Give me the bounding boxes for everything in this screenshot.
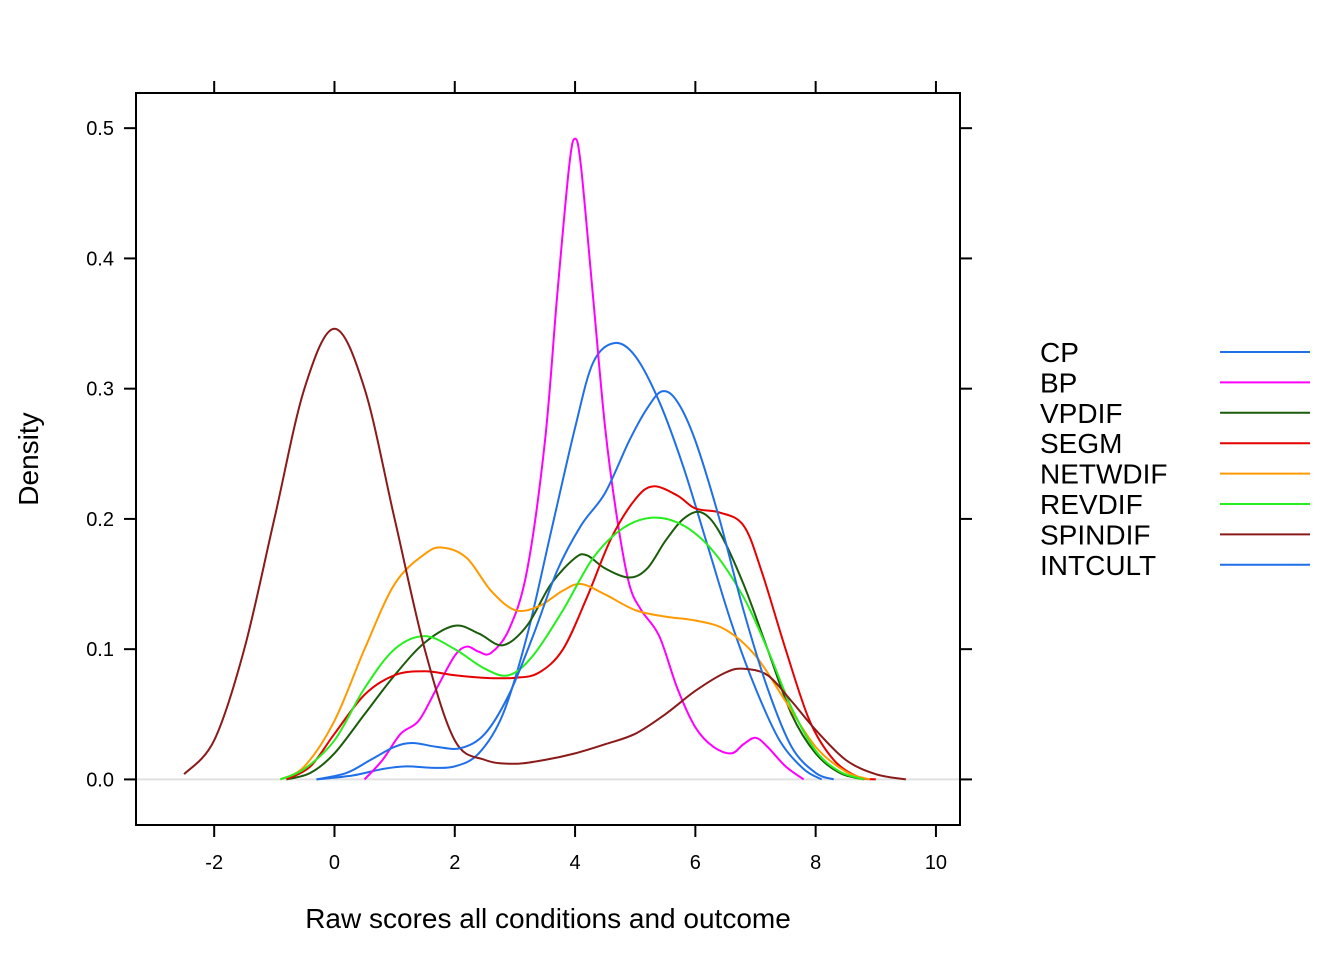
x-tick-label: -2 (205, 852, 223, 874)
series-line-bp (363, 137, 805, 781)
y-tick-label: 0.3 (86, 379, 114, 401)
legend-label: REVDIF (1040, 489, 1143, 520)
series-line-revdif (279, 516, 865, 781)
legend-item-vpdif: VPDIF (1040, 398, 1310, 429)
legend-label: CP (1040, 337, 1079, 368)
series-line-netwdif (279, 546, 871, 781)
series-line-vpdif (286, 510, 865, 781)
x-tick-label: 4 (570, 852, 581, 874)
series-line-spindif (183, 327, 907, 781)
legend-label: INTCULT (1040, 550, 1156, 581)
y-tick-label: 0.5 (86, 118, 114, 140)
x-axis-ticks: -2 0 2 4 6 8 10 (205, 81, 947, 874)
legend-item-revdif: REVDIF (1040, 489, 1310, 520)
legend-label: VPDIF (1040, 398, 1122, 429)
y-axis-ticks: 0.0 0.1 0.2 0.3 0.4 0.5 (86, 118, 972, 791)
x-axis-title: Raw scores all conditions and outcome (305, 903, 791, 934)
legend-item-cp: CP (1040, 337, 1310, 368)
x-tick-label: 10 (925, 852, 947, 874)
legend-label: SEGM (1040, 428, 1122, 459)
legend-item-segm: SEGM (1040, 428, 1310, 459)
legend-label: BP (1040, 367, 1077, 398)
legend-label: NETWDIF (1040, 459, 1168, 490)
legend-label: SPINDIF (1040, 519, 1150, 550)
density-curves (183, 137, 907, 781)
x-tick-label: 2 (449, 852, 460, 874)
series-line-cp (316, 341, 823, 781)
x-tick-label: 6 (690, 852, 701, 874)
x-tick-label: 0 (329, 852, 340, 874)
legend-item-bp: BP (1040, 367, 1310, 398)
x-tick-label: 8 (810, 852, 821, 874)
legend-item-netwdif: NETWDIF (1040, 459, 1310, 490)
y-tick-label: 0.1 (86, 639, 114, 661)
y-tick-label: 0.4 (86, 248, 114, 270)
legend-item-spindif: SPINDIF (1040, 519, 1310, 550)
y-tick-label: 0.2 (86, 509, 114, 531)
series-line-intcult (316, 390, 835, 781)
legend-item-intcult: INTCULT (1040, 550, 1310, 581)
series-line-segm (285, 485, 876, 781)
y-tick-label: 0.0 (86, 769, 114, 791)
plot-frame (135, 92, 961, 826)
y-axis-title: Density (13, 412, 44, 505)
